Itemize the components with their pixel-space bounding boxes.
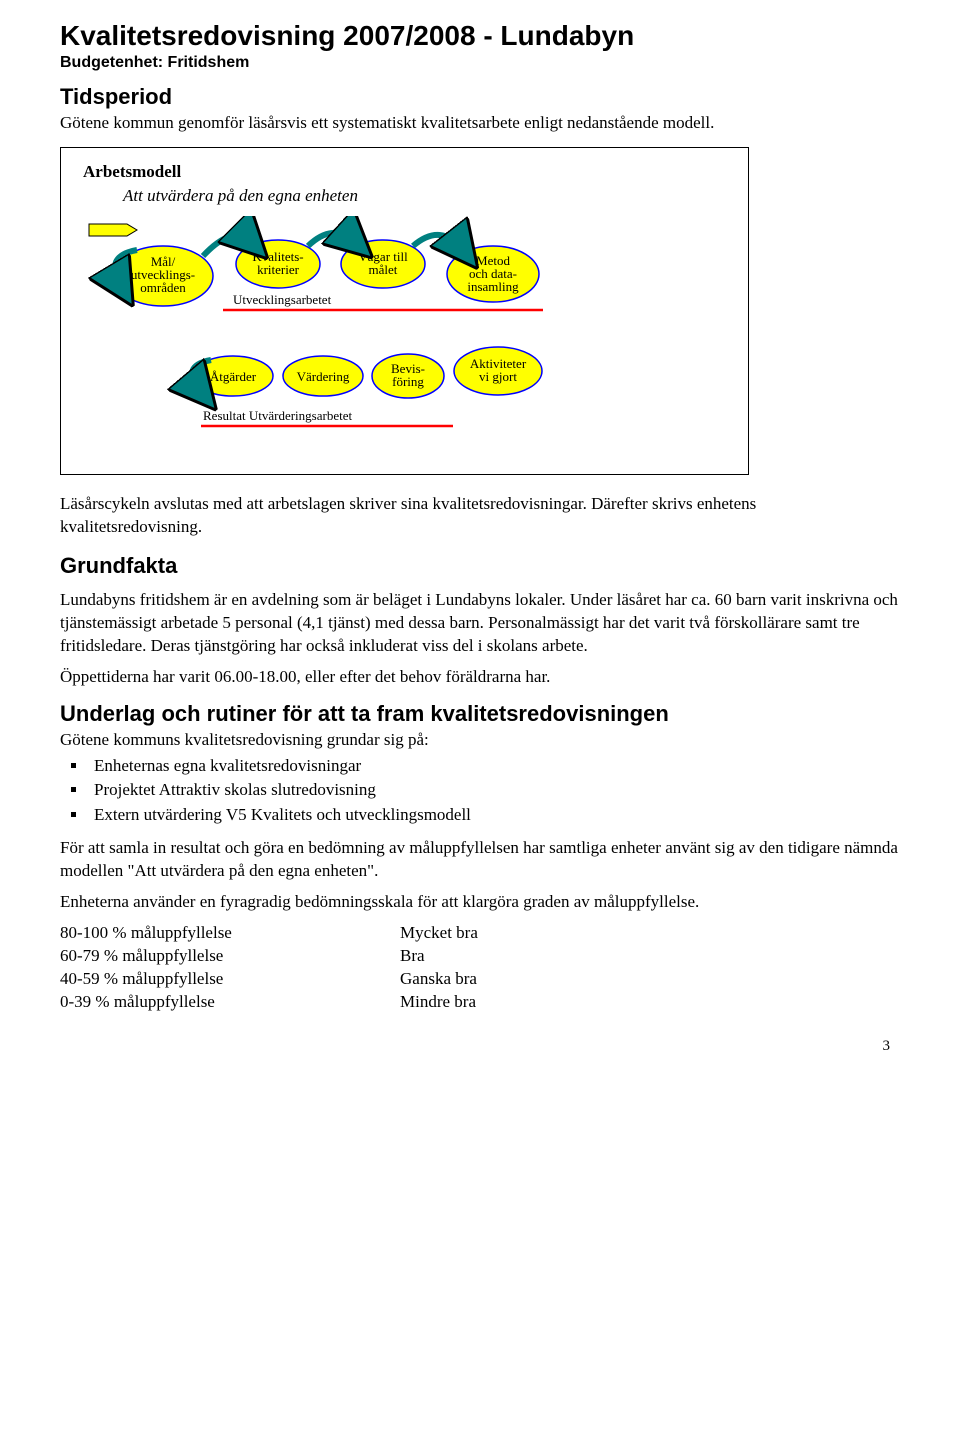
svg-text:Åtgärder: Åtgärder <box>210 369 257 384</box>
underlag-bullet-list: Enheternas egna kvalitetsredovisningar P… <box>60 754 900 828</box>
scale-left: 0-39 % måluppfyllelse <box>60 991 400 1014</box>
section-underlag-heading: Underlag och rutiner för att ta fram kva… <box>60 701 900 727</box>
scale-left: 80-100 % måluppfyllelse <box>60 922 400 945</box>
list-item: Projektet Attraktiv skolas slutredovisni… <box>88 778 900 803</box>
underlag-para3: Enheterna använder en fyragradig bedömni… <box>60 891 900 914</box>
page-subtitle: Budgetenhet: Fritidshem <box>60 54 900 72</box>
scale-right: Mindre bra <box>400 991 476 1014</box>
scale-right: Ganska bra <box>400 968 477 991</box>
section-tidsperiod-heading: Tidsperiod <box>60 84 900 110</box>
arbetsmodell-subtitle: Att utvärdera på den egna enheten <box>123 186 726 206</box>
scale-right: Mycket bra <box>400 922 478 945</box>
lasars-text: Läsårscykeln avslutas med att arbetslage… <box>60 493 900 539</box>
node-vagar: Vägar till målet <box>341 240 425 288</box>
page-title: Kvalitetsredovisning 2007/2008 - Lundaby… <box>60 20 900 52</box>
section-grundfakta-heading: Grundfakta <box>60 553 900 579</box>
scale-left: 60-79 % måluppfyllelse <box>60 945 400 968</box>
svg-text:målet: målet <box>369 262 398 277</box>
scale-row: 60-79 % måluppfyllelse Bra <box>60 945 900 968</box>
svg-text:områden: områden <box>140 280 186 295</box>
list-item: Enheternas egna kvalitetsredovisningar <box>88 754 900 779</box>
scale-table: 80-100 % måluppfyllelse Mycket bra 60-79… <box>60 922 900 1014</box>
arbetsmodell-title: Arbetsmodell <box>83 162 726 182</box>
diagram-row2-label: Resultat Utvärderingsarbetet <box>203 408 352 423</box>
node-bevisforing: Bevis- föring <box>372 354 444 398</box>
page-number: 3 <box>60 1038 900 1055</box>
grundfakta-text2: Öppettiderna har varit 06.00-18.00, elle… <box>60 666 900 689</box>
arbetsmodell-box: Arbetsmodell Att utvärdera på den egna e… <box>60 147 749 475</box>
list-item: Extern utvärdering V5 Kvalitets och utve… <box>88 803 900 828</box>
svg-text:föring: föring <box>392 374 424 389</box>
underlag-intro: Götene kommuns kvalitetsredovisning grun… <box>60 729 900 752</box>
underlag-para2: För att samla in resultat och göra en be… <box>60 837 900 883</box>
grundfakta-text: Lundabyns fritidshem är en avdelning som… <box>60 589 900 658</box>
scale-right: Bra <box>400 945 425 968</box>
svg-text:vi gjort: vi gjort <box>479 369 517 384</box>
svg-text:kriterier: kriterier <box>257 262 300 277</box>
node-aktiviteter: Aktiviteter vi gjort <box>454 347 542 395</box>
node-metod: Metod och data- insamling <box>447 246 539 302</box>
scale-row: 0-39 % måluppfyllelse Mindre bra <box>60 991 900 1014</box>
svg-text:Värdering: Värdering <box>297 369 350 384</box>
node-vardering: Värdering <box>283 356 363 396</box>
svg-text:insamling: insamling <box>467 279 519 294</box>
scale-row: 40-59 % måluppfyllelse Ganska bra <box>60 968 900 991</box>
node-kvalitetskriterier: Kvalitets- kriterier <box>236 240 320 288</box>
arbetsmodell-diagram: Mål/ utvecklings- områden Kvalitets- kri… <box>83 216 683 456</box>
pointer-icon <box>89 224 137 236</box>
section-tidsperiod-text: Götene kommun genomför läsårsvis ett sys… <box>60 112 900 135</box>
scale-row: 80-100 % måluppfyllelse Mycket bra <box>60 922 900 945</box>
scale-left: 40-59 % måluppfyllelse <box>60 968 400 991</box>
diagram-row1-label: Utvecklingsarbetet <box>233 292 332 307</box>
